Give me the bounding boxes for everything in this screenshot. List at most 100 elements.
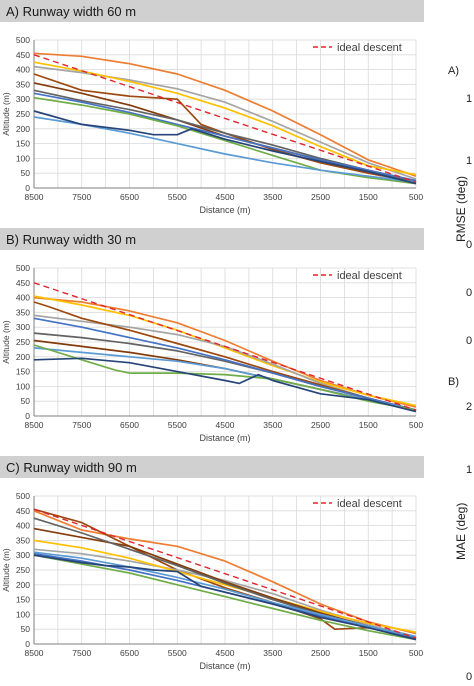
x-tick-label: 5500 xyxy=(168,648,187,658)
x-tick-label: 1500 xyxy=(359,192,378,202)
series-line-6 xyxy=(33,92,417,182)
x-tick-label: 500 xyxy=(409,648,423,658)
y-tick-label: 300 xyxy=(16,550,30,560)
x-tick-label: 3500 xyxy=(263,192,282,202)
series-line-3 xyxy=(33,539,417,634)
panel-header xyxy=(0,0,424,22)
x-tick-label: 7500 xyxy=(72,648,91,658)
x-tick-label: 2500 xyxy=(311,192,330,202)
legend-label: ideal descent xyxy=(337,42,402,54)
y-tick-label: 50 xyxy=(21,624,31,634)
x-tick-label: 5500 xyxy=(168,420,187,430)
legend-label: ideal descent xyxy=(337,270,402,282)
y-tick-label: 150 xyxy=(16,367,30,377)
side-label-a-tick-2: 1 xyxy=(466,155,472,167)
x-tick-label: 1500 xyxy=(359,648,378,658)
x-tick-label: 2500 xyxy=(311,420,330,430)
series-line-1 xyxy=(33,508,417,639)
chart-title: B) Runway width 30 m xyxy=(6,232,136,247)
y-tick-label: 250 xyxy=(16,337,30,347)
side-label-b-letter: B) xyxy=(448,376,459,388)
x-tick-label: 6500 xyxy=(120,420,139,430)
series-line-8 xyxy=(33,116,417,183)
x-axis-label: Distance (m) xyxy=(199,205,250,215)
series-line-0 xyxy=(33,52,417,178)
y-tick-label: 500 xyxy=(16,491,30,501)
series-line-9 xyxy=(33,110,417,185)
side-panel: A) 1 1 RMSE (deg) 0 0 0 B) 2 1 MAE (deg)… xyxy=(448,65,472,683)
y-tick-label: 400 xyxy=(16,521,30,531)
grid xyxy=(33,267,417,417)
series-line-6 xyxy=(33,317,417,411)
x-tick-label: 3500 xyxy=(263,648,282,658)
panel-header xyxy=(0,228,424,250)
x-tick-label: 1500 xyxy=(359,420,378,430)
series-line-2 xyxy=(33,61,417,176)
x-tick-label: 7500 xyxy=(72,420,91,430)
side-label-b-tick-2: 1 xyxy=(466,464,472,476)
ideal-descent-line xyxy=(33,508,417,639)
x-axis-label: Distance (m) xyxy=(199,433,250,443)
y-tick-label: 50 xyxy=(21,396,31,406)
x-tick-label: 4500 xyxy=(216,192,235,202)
series-line-7 xyxy=(33,347,417,411)
y-tick-label: 150 xyxy=(16,139,30,149)
y-tick-label: 350 xyxy=(16,79,30,89)
y-tick-label: 450 xyxy=(16,278,30,288)
y-tick-label: 0 xyxy=(25,411,30,421)
side-label-a-tick-5: 0 xyxy=(466,335,472,347)
y-tick-label: 450 xyxy=(16,50,30,60)
series-line-9 xyxy=(33,554,417,641)
series-line-8 xyxy=(33,554,417,641)
side-label-a-letter: A) xyxy=(448,65,459,77)
side-label-a-tick-3: 0 xyxy=(466,239,472,251)
y-tick-label: 300 xyxy=(16,94,30,104)
y-tick-label: 450 xyxy=(16,506,30,516)
y-tick-label: 200 xyxy=(16,580,30,590)
x-tick-label: 5500 xyxy=(168,192,187,202)
x-tick-label: 8500 xyxy=(25,648,44,658)
grid xyxy=(33,39,417,189)
y-tick-label: 500 xyxy=(16,263,30,273)
y-axis-label: Altitude (m) xyxy=(1,320,11,364)
chart-title: C) Runway width 90 m xyxy=(6,460,137,475)
chart-title: A) Runway width 60 m xyxy=(6,4,136,19)
y-tick-label: 100 xyxy=(16,609,30,619)
legend-label: ideal descent xyxy=(337,498,402,510)
x-tick-label: 4500 xyxy=(216,420,235,430)
y-tick-label: 200 xyxy=(16,352,30,362)
y-tick-label: 400 xyxy=(16,65,30,75)
side-label-a-axis: RMSE (deg) xyxy=(454,176,468,242)
x-tick-label: 6500 xyxy=(120,192,139,202)
x-axis-label: Distance (m) xyxy=(199,661,250,671)
x-tick-label: 8500 xyxy=(25,420,44,430)
series-line-7 xyxy=(33,551,417,638)
side-label-b-axis: MAE (deg) xyxy=(454,503,468,560)
x-tick-label: 500 xyxy=(409,192,423,202)
x-tick-label: 3500 xyxy=(263,420,282,430)
ideal-descent-line xyxy=(33,282,417,411)
y-tick-label: 200 xyxy=(16,124,30,134)
series-line-0 xyxy=(33,510,417,635)
y-tick-label: 100 xyxy=(16,381,30,391)
x-tick-label: 8500 xyxy=(25,192,44,202)
x-tick-label: 2500 xyxy=(311,648,330,658)
x-tick-label: 500 xyxy=(409,420,423,430)
series-line-7 xyxy=(33,96,417,185)
panel-header xyxy=(0,456,424,478)
y-tick-label: 500 xyxy=(16,35,30,45)
side-label-b-tick-1: 2 xyxy=(466,401,472,413)
y-tick-label: 250 xyxy=(16,565,30,575)
side-label-a-tick-4: 0 xyxy=(466,287,472,299)
y-tick-label: 100 xyxy=(16,153,30,163)
y-tick-label: 0 xyxy=(25,639,30,649)
y-tick-label: 300 xyxy=(16,322,30,332)
series-line-1 xyxy=(33,295,417,407)
y-axis-label: Altitude (m) xyxy=(1,92,11,136)
x-tick-label: 6500 xyxy=(120,648,139,658)
y-tick-label: 50 xyxy=(21,168,31,178)
